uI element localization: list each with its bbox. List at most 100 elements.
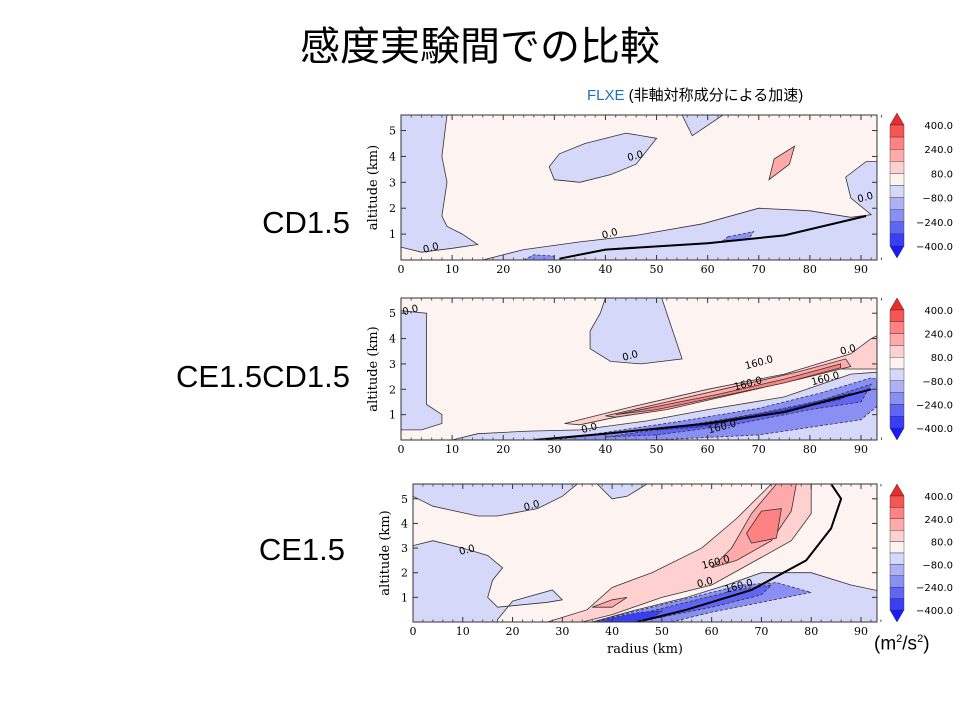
units-mid: /s	[902, 633, 918, 655]
colorbar-segment	[889, 185, 905, 198]
colorbar-tick-label: −80.0	[922, 560, 953, 571]
colorbar-segment	[889, 552, 905, 565]
colorbar-segment	[889, 333, 905, 346]
colorbar-min-arrow	[889, 245, 905, 259]
contour-label: 0.0	[401, 303, 419, 318]
colorbar-segment	[889, 136, 905, 150]
colorbar-segment	[889, 416, 905, 429]
colorbar-segment	[889, 598, 905, 611]
rmw-line	[559, 215, 867, 260]
contour-region	[401, 115, 479, 253]
colorbar-segment	[889, 124, 905, 138]
y-tick-label: 1	[389, 228, 396, 241]
colorbar-tick-label: −240.0	[916, 400, 953, 411]
slide-title: 感度実験間での比較	[300, 24, 660, 70]
experiment-label-cd15: CD1.5	[262, 205, 350, 240]
contour-region	[548, 132, 658, 183]
plot-frame	[400, 114, 878, 261]
colorbar-segment	[889, 197, 905, 210]
colorbar-segment	[889, 209, 905, 222]
experiment-label-ce15cd15: CE1.5CD1.5	[175, 359, 350, 394]
contour-label: 0.0	[696, 576, 714, 591]
x-tick-label: 0	[398, 443, 405, 456]
colorbar-segment	[889, 148, 905, 162]
variable-name: FLXE	[587, 87, 625, 104]
colorbar-tick-label: 400.0	[924, 121, 953, 132]
contour-label: 0.0	[422, 241, 440, 256]
contour-region	[746, 508, 782, 544]
x-tick-label: 60	[705, 625, 719, 638]
x-tick-label: 80	[804, 625, 818, 638]
colorbar-tick-label: −80.0	[922, 377, 953, 388]
colorbar-segment	[889, 345, 905, 358]
y-axis-title: altitude (km)	[366, 326, 381, 411]
contour-region	[401, 298, 443, 431]
plot-frame	[412, 483, 878, 623]
colorbar-segment	[889, 541, 905, 554]
colorbar-min-arrow	[889, 609, 905, 623]
colorbar-segment	[889, 368, 905, 382]
y-tick-label: 2	[389, 383, 396, 396]
contour-label: 0.0	[601, 227, 619, 242]
colorbar-segment	[889, 233, 905, 247]
x-tick-label: 30	[555, 625, 569, 638]
colorbar-tick-label: −400.0	[916, 606, 953, 617]
y-tick-label: 5	[389, 307, 396, 320]
colorbar-segment	[889, 309, 905, 323]
colorbar: 400.0 240.0 80.0 −80.0 −240.0 −400.0	[889, 112, 953, 259]
colorbar-tick-label: 80.0	[931, 353, 953, 364]
colorbar-segment	[889, 530, 905, 542]
experiment-label-ce15: CE1.5	[258, 532, 345, 567]
x-tick-label: 10	[456, 625, 470, 638]
colorbar-segment	[889, 518, 905, 531]
x-tick-label: 50	[650, 443, 664, 456]
x-tick-label: 20	[496, 263, 510, 276]
x-tick-label: 0	[410, 625, 417, 638]
x-tick-label: 20	[506, 625, 520, 638]
colorbar-segment	[889, 221, 905, 235]
contour-region	[681, 115, 724, 137]
colorbar-tick-label: −400.0	[916, 424, 953, 435]
x-tick-label: 40	[605, 625, 619, 638]
units-exponent-1: 2	[896, 633, 903, 645]
colorbar-tick-label: −240.0	[916, 218, 953, 229]
contour-label: 0.0	[626, 149, 644, 164]
colorbar-max-arrow	[889, 483, 905, 497]
units-label: (m2/s2)	[874, 633, 930, 655]
figure-subtitle: FLXE (非軸対称成分による加速)	[587, 84, 803, 105]
contour-label: 0.0	[523, 499, 541, 514]
colorbar-tick-label: 400.0	[924, 306, 953, 317]
y-tick-label: 4	[389, 150, 396, 163]
colorbar-segment	[889, 161, 905, 174]
contour-label: 0.0	[458, 543, 476, 558]
rmw-line	[533, 388, 872, 440]
contour-region	[554, 377, 877, 440]
colorbar-max-arrow	[889, 112, 905, 126]
colorbar-segment	[889, 507, 905, 519]
x-tick-label: 50	[650, 263, 664, 276]
x-tick-label: 70	[752, 263, 766, 276]
colorbar-tick-label: 400.0	[924, 492, 953, 503]
x-tick-label: 10	[445, 443, 459, 456]
x-tick-label: 40	[598, 263, 612, 276]
contour-region	[569, 298, 683, 365]
x-tick-label: 10	[445, 263, 459, 276]
contour-label: 0.0	[621, 349, 639, 364]
plot-frame	[400, 297, 878, 441]
x-tick-label: 20	[496, 443, 510, 456]
x-tick-label: 90	[854, 625, 868, 638]
y-tick-label: 1	[401, 591, 408, 604]
x-tick-label: 30	[547, 263, 561, 276]
y-tick-label: 3	[389, 358, 396, 371]
colorbar-segment	[889, 587, 905, 599]
colorbar-segment	[889, 380, 905, 393]
y-tick-label: 2	[389, 202, 396, 215]
contour-region	[615, 363, 841, 415]
contour-region	[413, 540, 564, 622]
colorbar-segment	[889, 564, 905, 577]
colorbar-tick-label: −80.0	[922, 194, 953, 205]
x-tick-label: 40	[598, 443, 612, 456]
